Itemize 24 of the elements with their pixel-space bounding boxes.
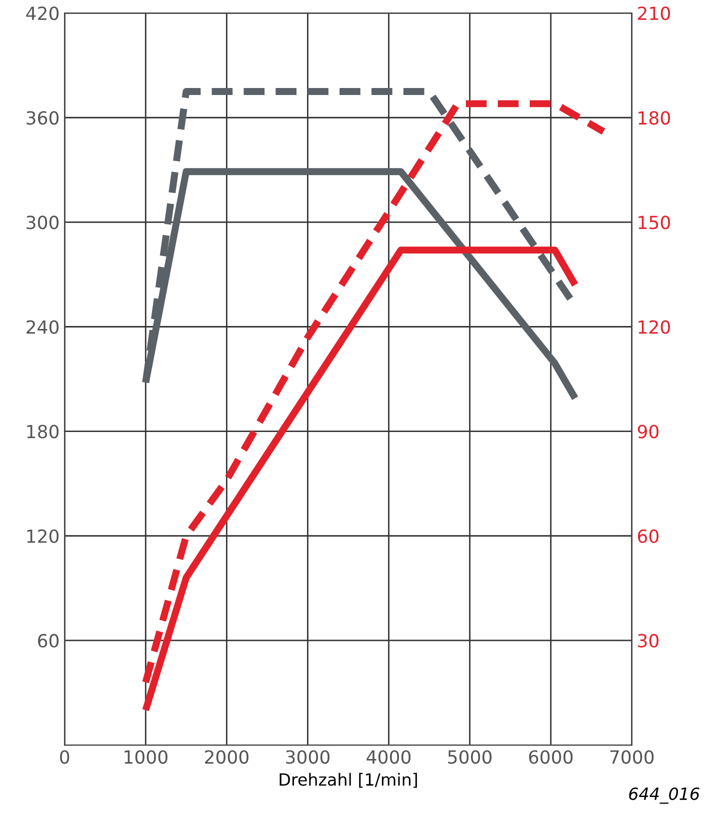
y2-tick-label: 90 — [638, 424, 658, 438]
text: 644_016 — [629, 787, 700, 804]
x-tick-label: 1000 — [124, 750, 168, 764]
x-tick-label: 0 — [60, 750, 70, 764]
x-tick-label: 7000 — [610, 750, 654, 764]
y-tick-label: 420 — [26, 6, 59, 20]
y2-tick-label: 180 — [638, 111, 670, 125]
x-tick-label: 2000 — [205, 750, 248, 764]
y-tick-label: 240 — [26, 320, 59, 334]
x-tick-label: 3000 — [286, 750, 330, 764]
x-tick-label: 4000 — [366, 750, 411, 764]
x-tick-label: 6000 — [529, 750, 573, 764]
x-tick-label: 5000 — [448, 750, 492, 764]
y2-tick-label: 60 — [638, 529, 658, 543]
y-tick-label: 120 — [27, 529, 59, 543]
y-tick-label: 300 — [26, 216, 59, 230]
y-tick-label: 180 — [27, 424, 59, 438]
x-axis-title: Drehzahl [1/min] — [280, 772, 417, 788]
y2-tick-label: 120 — [638, 320, 670, 334]
y-tick-label: 360 — [26, 111, 59, 125]
y2-tick-label: 30 — [638, 634, 658, 648]
y-tick-label: 60 — [38, 634, 59, 648]
y2-tick-label: 150 — [638, 216, 670, 230]
y2-tick-label: 210 — [638, 6, 670, 20]
